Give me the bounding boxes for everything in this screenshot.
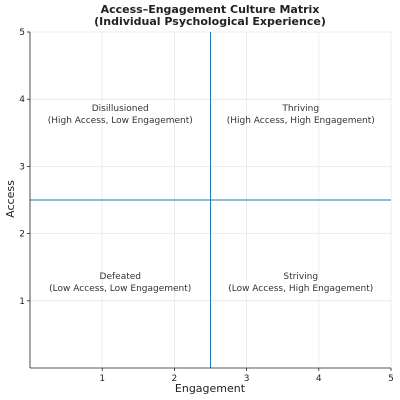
chart-title-line-2: (Individual Psychological Experience) xyxy=(94,15,326,28)
axes-frame xyxy=(29,32,391,369)
quadrant-dividers xyxy=(30,32,391,368)
axis-ticks: 1 2 3 4 5 1 2 3 4 5 xyxy=(19,28,394,384)
y-tick-label-0: 1 xyxy=(19,297,25,307)
x-tick-label-3: 4 xyxy=(316,374,322,384)
x-tick-label-1: 2 xyxy=(172,374,178,384)
quadrant-sublabel-2: (Low Access, Low Engagement) xyxy=(49,284,191,294)
quadrant-sublabel-0: (High Access, Low Engagement) xyxy=(48,116,193,126)
x-tick-label-4: 5 xyxy=(388,374,394,384)
x-tick-label-2: 3 xyxy=(244,374,250,384)
y-tick-label-1: 2 xyxy=(19,230,25,240)
quadrant-label-2: Defeated xyxy=(100,272,141,282)
quadrant-sublabel-1: (High Access, High Engagement) xyxy=(227,116,375,126)
y-axis-label: Access xyxy=(4,180,17,218)
x-tick-label-0: 1 xyxy=(99,374,105,384)
quadrant-label-1: Thriving xyxy=(281,104,319,114)
x-axis-label: Engagement xyxy=(175,382,246,395)
y-tick-label-3: 4 xyxy=(19,95,25,105)
y-tick-label-2: 3 xyxy=(19,162,25,172)
quadrant-labels: Disillusioned (High Access, Low Engagemen… xyxy=(48,104,375,294)
y-tick-label-4: 5 xyxy=(19,28,25,38)
chart-title-line-1: Access–Engagement Culture Matrix xyxy=(101,3,320,16)
quadrant-label-3: Striving xyxy=(283,272,318,282)
quadrant-sublabel-3: (Low Access, High Engagement) xyxy=(228,284,373,294)
quadrant-label-0: Disillusioned xyxy=(92,104,149,114)
